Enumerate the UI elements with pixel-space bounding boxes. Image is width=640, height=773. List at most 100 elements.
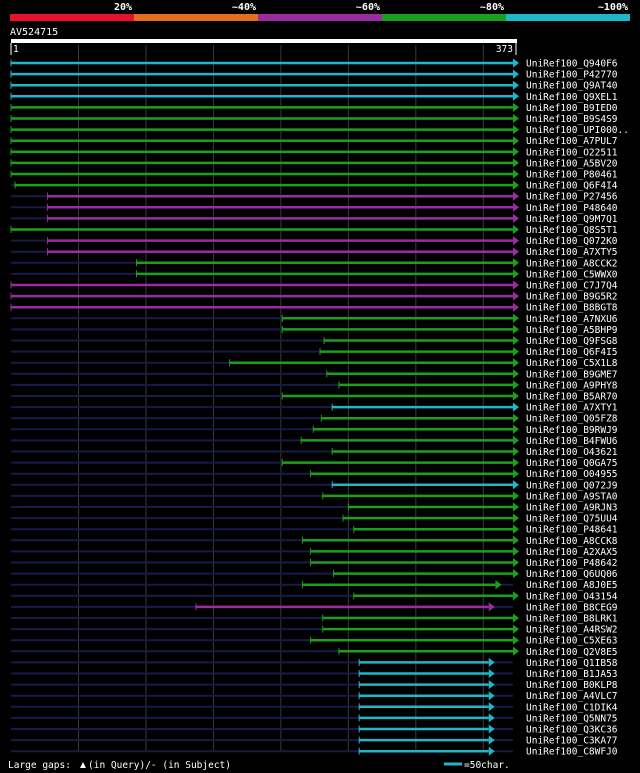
hit-label[interactable]: UniRef100_A5BHP9 (526, 325, 618, 336)
hit-label[interactable]: UniRef100_B9IED0 (526, 103, 618, 114)
hit-row[interactable]: UniRef100_A9STA0 (11, 491, 618, 502)
hit-label[interactable]: UniRef100_Q072K0 (526, 236, 618, 247)
hit-label[interactable]: UniRef100_A7XTY1 (526, 403, 618, 414)
hit-row[interactable]: UniRef100_B9GME7 (11, 369, 618, 380)
hit-label[interactable]: UniRef100_B1JA53 (526, 669, 618, 680)
hit-label[interactable]: UniRef100_A8CCK8 (526, 536, 618, 547)
hit-row[interactable]: UniRef100_C5WWX0 (11, 269, 618, 280)
hit-label[interactable]: UniRef100_A4VLC7 (526, 691, 618, 702)
hit-label[interactable]: UniRef100_Q9M7Q1 (526, 214, 618, 225)
hit-row[interactable]: UniRef100_P27456 (11, 191, 618, 203)
hit-row[interactable]: UniRef100_Q0GA75 (11, 458, 618, 469)
hit-row[interactable]: UniRef100_A7XTY1 (11, 402, 618, 414)
hit-row[interactable]: UniRef100_B1JA53 (11, 669, 618, 680)
hit-row[interactable]: UniRef100_P48642 (11, 558, 618, 569)
hit-row[interactable]: UniRef100_Q9M7Q1 (11, 213, 618, 225)
hit-label[interactable]: UniRef100_A7NXU6 (526, 314, 618, 325)
hit-label[interactable]: UniRef100_A2XAX5 (526, 547, 618, 558)
hit-row[interactable]: UniRef100_O04955 (11, 469, 618, 480)
hit-label[interactable]: UniRef100_O04955 (526, 469, 618, 480)
hit-label[interactable]: UniRef100_B9G5R2 (526, 292, 618, 303)
hit-row[interactable]: UniRef100_Q072K0 (11, 236, 618, 247)
hit-label[interactable]: UniRef100_A7XTY5 (526, 247, 618, 258)
hit-label[interactable]: UniRef100_Q75UU4 (526, 514, 618, 525)
hit-label[interactable]: UniRef100_B4FWU6 (526, 436, 618, 447)
hit-label[interactable]: UniRef100_C3KA77 (526, 736, 618, 747)
hit-label[interactable]: UniRef100_A9PHY8 (526, 380, 618, 391)
hit-label[interactable]: UniRef100_Q05FZ8 (526, 414, 618, 425)
hit-label[interactable]: UniRef100_A8J0E5 (526, 580, 618, 591)
hit-label[interactable]: UniRef100_Q940F6 (526, 59, 618, 70)
hit-row[interactable]: UniRef100_O43621 (11, 447, 618, 458)
hit-row[interactable]: UniRef100_P48640 (11, 202, 618, 214)
hit-row[interactable]: UniRef100_Q1IB58 (11, 657, 618, 669)
hit-row[interactable]: UniRef100_B4FWU6 (11, 435, 618, 447)
hit-row[interactable]: UniRef100_Q6F4I4 (11, 180, 618, 192)
hit-row[interactable]: UniRef100_Q9FSG8 (11, 336, 618, 347)
hit-row[interactable]: UniRef100_UPI000.. (10, 125, 629, 136)
hit-row[interactable]: UniRef100_A7PUL7 (10, 136, 618, 147)
hit-label[interactable]: UniRef100_Q5NN75 (526, 713, 618, 724)
hit-row[interactable]: UniRef100_A7XTY5 (11, 247, 618, 258)
hit-label[interactable]: UniRef100_C5WWX0 (526, 269, 618, 280)
hit-label[interactable]: UniRef100_Q8S5T1 (526, 225, 618, 236)
hit-row[interactable]: UniRef100_Q9AT40 (10, 80, 618, 92)
hit-row[interactable]: UniRef100_B8CEG9 (11, 602, 618, 613)
hit-row[interactable]: UniRef100_A9RJN3 (11, 502, 618, 514)
hit-label[interactable]: UniRef100_B5AR70 (526, 392, 618, 403)
hit-label[interactable]: UniRef100_C5XE63 (526, 636, 618, 647)
hit-row[interactable]: UniRef100_A8J0E5 (11, 580, 618, 591)
hit-label[interactable]: UniRef100_P80461 (526, 170, 618, 181)
hit-row[interactable]: UniRef100_A4VLC7 (11, 691, 618, 702)
hit-label[interactable]: UniRef100_B8LRK1 (526, 614, 618, 625)
hit-label[interactable]: UniRef100_P27456 (526, 192, 618, 203)
hit-label[interactable]: UniRef100_Q2V8E5 (526, 647, 618, 658)
hit-label[interactable]: UniRef100_Q6F4I5 (526, 347, 618, 358)
hit-label[interactable]: UniRef100_O43154 (526, 591, 618, 602)
hit-label[interactable]: UniRef100_P42770 (526, 70, 618, 81)
hit-row[interactable]: UniRef100_A8CCK8 (11, 535, 618, 547)
hit-row[interactable]: UniRef100_B9IED0 (10, 102, 618, 114)
hit-row[interactable]: UniRef100_A8CCK2 (11, 258, 618, 269)
hit-row[interactable]: UniRef100_A2XAX5 (11, 546, 618, 558)
hit-label[interactable]: UniRef100_A4RSW2 (526, 625, 618, 636)
hit-row[interactable]: UniRef100_B8BGT8 (10, 302, 618, 314)
hit-row[interactable]: UniRef100_B9G5R2 (10, 291, 618, 303)
hit-label[interactable]: UniRef100_P48641 (526, 525, 618, 536)
hit-row[interactable]: UniRef100_Q2V8E5 (11, 646, 618, 658)
hit-row[interactable]: UniRef100_Q940F6 (10, 58, 618, 70)
hit-row[interactable]: UniRef100_Q6F4I5 (11, 347, 618, 358)
hit-label[interactable]: UniRef100_C7J7Q4 (526, 281, 618, 292)
hit-label[interactable]: UniRef100_A8CCK2 (526, 258, 618, 269)
hit-row[interactable]: UniRef100_P80461 (10, 169, 618, 181)
hit-row[interactable]: UniRef100_Q75UU4 (11, 513, 618, 525)
hit-row[interactable]: UniRef100_P42770 (10, 69, 618, 81)
hit-row[interactable]: UniRef100_C7J7Q4 (10, 280, 618, 292)
hit-label[interactable]: UniRef100_B9GME7 (526, 369, 618, 380)
hit-row[interactable]: UniRef100_C5X1L8 (11, 358, 618, 369)
hit-row[interactable]: UniRef100_C8WFJ0 (11, 746, 618, 758)
hit-row[interactable]: UniRef100_Q5NN75 (11, 713, 618, 724)
hit-row[interactable]: UniRef100_A7NXU6 (11, 313, 618, 325)
hit-label[interactable]: UniRef100_B9RWJ9 (526, 425, 618, 436)
hit-row[interactable]: UniRef100_A9PHY8 (11, 380, 618, 391)
hit-row[interactable]: UniRef100_Q05FZ8 (11, 413, 618, 425)
hit-label[interactable]: UniRef100_Q3KC36 (526, 725, 618, 736)
hit-row[interactable]: UniRef100_A4RSW2 (11, 624, 618, 636)
hit-label[interactable]: UniRef100_B8BGT8 (526, 303, 618, 314)
hit-row[interactable]: UniRef100_Q072J9 (11, 480, 618, 491)
hit-row[interactable]: UniRef100_B8LRK1 (11, 613, 618, 625)
hit-label[interactable]: UniRef100_Q6F4I4 (526, 181, 618, 192)
hit-label[interactable]: UniRef100_B8CEG9 (526, 602, 618, 613)
hit-label[interactable]: UniRef100_UPI000.. (526, 125, 629, 136)
hit-row[interactable]: UniRef100_B0KLP8 (11, 680, 618, 691)
hit-label[interactable]: UniRef100_Q9AT40 (526, 81, 618, 92)
hit-row[interactable]: UniRef100_B9RWJ9 (11, 424, 618, 436)
hit-label[interactable]: UniRef100_C5X1L8 (526, 358, 618, 369)
hit-row[interactable]: UniRef100_B9S4S9 (10, 114, 618, 125)
hit-row[interactable]: UniRef100_A5BV20 (10, 158, 618, 169)
hit-row[interactable]: UniRef100_Q8S5T1 (10, 225, 618, 236)
hit-label[interactable]: UniRef100_P48640 (526, 203, 618, 214)
hit-row[interactable]: UniRef100_B5AR70 (11, 391, 618, 403)
hit-row[interactable]: UniRef100_C3KA77 (11, 735, 618, 747)
